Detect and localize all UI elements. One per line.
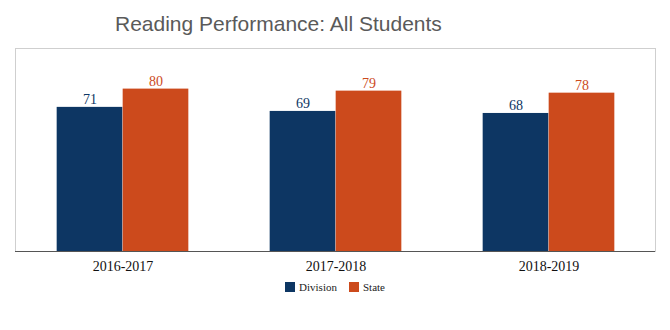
svg-text:2017-2018: 2017-2018 <box>306 259 367 274</box>
svg-text:2016-2017: 2016-2017 <box>93 259 154 274</box>
svg-text:78: 78 <box>575 78 589 93</box>
html-text:State: State <box>363 281 385 293</box>
html-text:Reading Performance: All Stude: Reading Performance: All Students <box>115 12 442 35</box>
svg-text:68: 68 <box>509 98 523 113</box>
svg-text:79: 79 <box>362 76 376 91</box>
svg-text:71: 71 <box>83 92 97 107</box>
svg-text:2018-2019: 2018-2019 <box>519 259 580 274</box>
svg-text:69: 69 <box>296 96 310 111</box>
svg-text:80: 80 <box>149 74 163 89</box>
html-text:Division: Division <box>299 281 337 293</box>
